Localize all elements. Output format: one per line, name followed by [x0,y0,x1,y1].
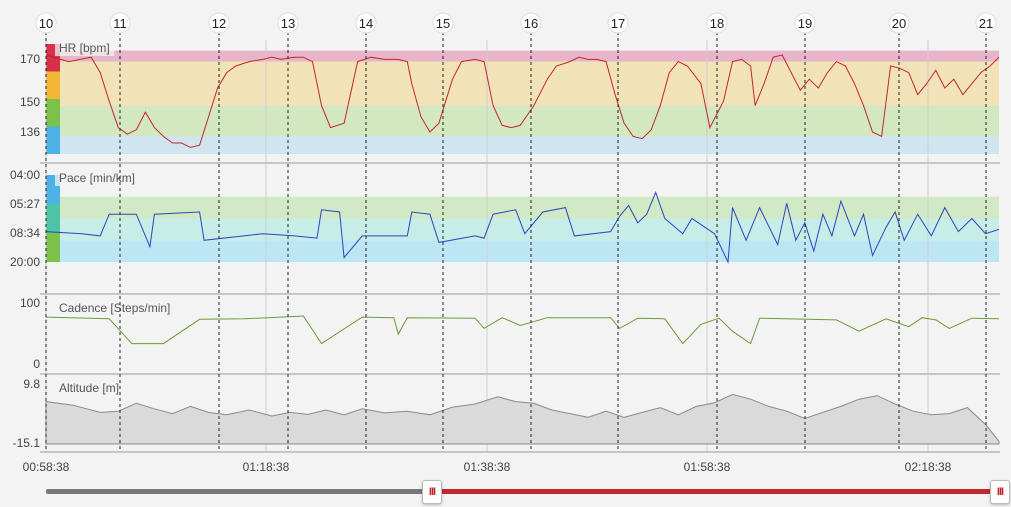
lap-marker-circle [975,12,997,34]
series-line-2 [45,315,1000,345]
zone-marker-1-2 [46,233,60,262]
lap-marker-circle [277,12,299,34]
x-tick-label: 01:38:38 [464,460,511,474]
zone-marker-0-1 [46,71,60,99]
panel-label-bg [55,171,147,186]
y-tick-label: 04:00 [10,168,40,182]
lap-marker-label: 14 [359,16,373,31]
lap-marker-label: 19 [798,16,812,31]
panel-0 [40,40,1000,164]
lap-marker-label: 17 [611,16,625,31]
y-tick-label: -15.1 [13,436,41,450]
lap-marker-circle [706,12,728,34]
x-tick-label: 01:58:38 [684,460,731,474]
panel-label: Cadence [Steps/min] [59,301,170,315]
y-tick-label: 0 [33,357,40,371]
lap-marker-circle [35,12,57,34]
altitude-area [45,393,1000,445]
zone-marker-0-3 [46,126,60,154]
lap-marker-label: 21 [979,16,993,31]
lap-marker-label: 18 [710,16,724,31]
series-line-1 [45,190,1000,264]
range-slider-selection[interactable] [431,489,1000,494]
lap-marker-circle [607,12,629,34]
y-tick-label: 20:00 [10,255,40,269]
panel-1 [40,163,1000,295]
range-slider-left-handle[interactable]: III [422,480,442,504]
panel-3 [40,374,1000,453]
panel-label-bg [55,41,115,56]
zone-band-0-3 [46,136,999,154]
y-tick-label: 150 [20,95,40,109]
y-tick-label: 170 [20,52,40,66]
lap-marker-circle [888,12,910,34]
y-tick-label: 9.8 [23,377,40,391]
zone-band-1-2 [46,196,999,219]
lap-marker-label: 11 [113,16,127,31]
panel-label: HR [bpm] [59,41,110,55]
lap-marker-label: 10 [39,16,53,31]
panel-label: Altitude [m] [59,381,119,395]
zone-marker-0-2 [46,99,60,127]
y-tick-label: 08:34 [10,226,40,240]
lap-marker-circle [432,12,454,34]
x-tick-label: 02:18:38 [905,460,952,474]
series-line-0 [45,54,1000,148]
panel-label-bg [55,381,140,396]
y-tick-label: 136 [20,125,40,139]
y-tick-label: 100 [20,296,40,310]
x-tick-label: 00:58:38 [23,460,70,474]
zone-band-0-1 [46,61,999,106]
panel-label: Pace [min/km] [59,171,135,185]
lap-marker-circle [109,12,131,34]
lap-marker-circle [520,12,542,34]
lap-marker-circle [208,12,230,34]
lap-marker-label: 16 [524,16,538,31]
lap-marker-circle [794,12,816,34]
zone-band-0-0 [46,50,999,62]
y-tick-label: 05:27 [10,197,40,211]
zone-band-0-2 [46,105,999,137]
x-tick-label: 01:18:38 [243,460,290,474]
zone-marker-1-1 [46,204,60,233]
lap-marker-label: 20 [892,16,906,31]
lap-marker-label: 13 [281,16,295,31]
lap-marker-circle [355,12,377,34]
range-slider-right-handle[interactable]: III [990,480,1010,504]
zone-band-1-0 [46,240,999,262]
lap-marker-label: 12 [212,16,226,31]
zone-band-1-1 [46,218,999,241]
lap-marker-label: 15 [436,16,450,31]
